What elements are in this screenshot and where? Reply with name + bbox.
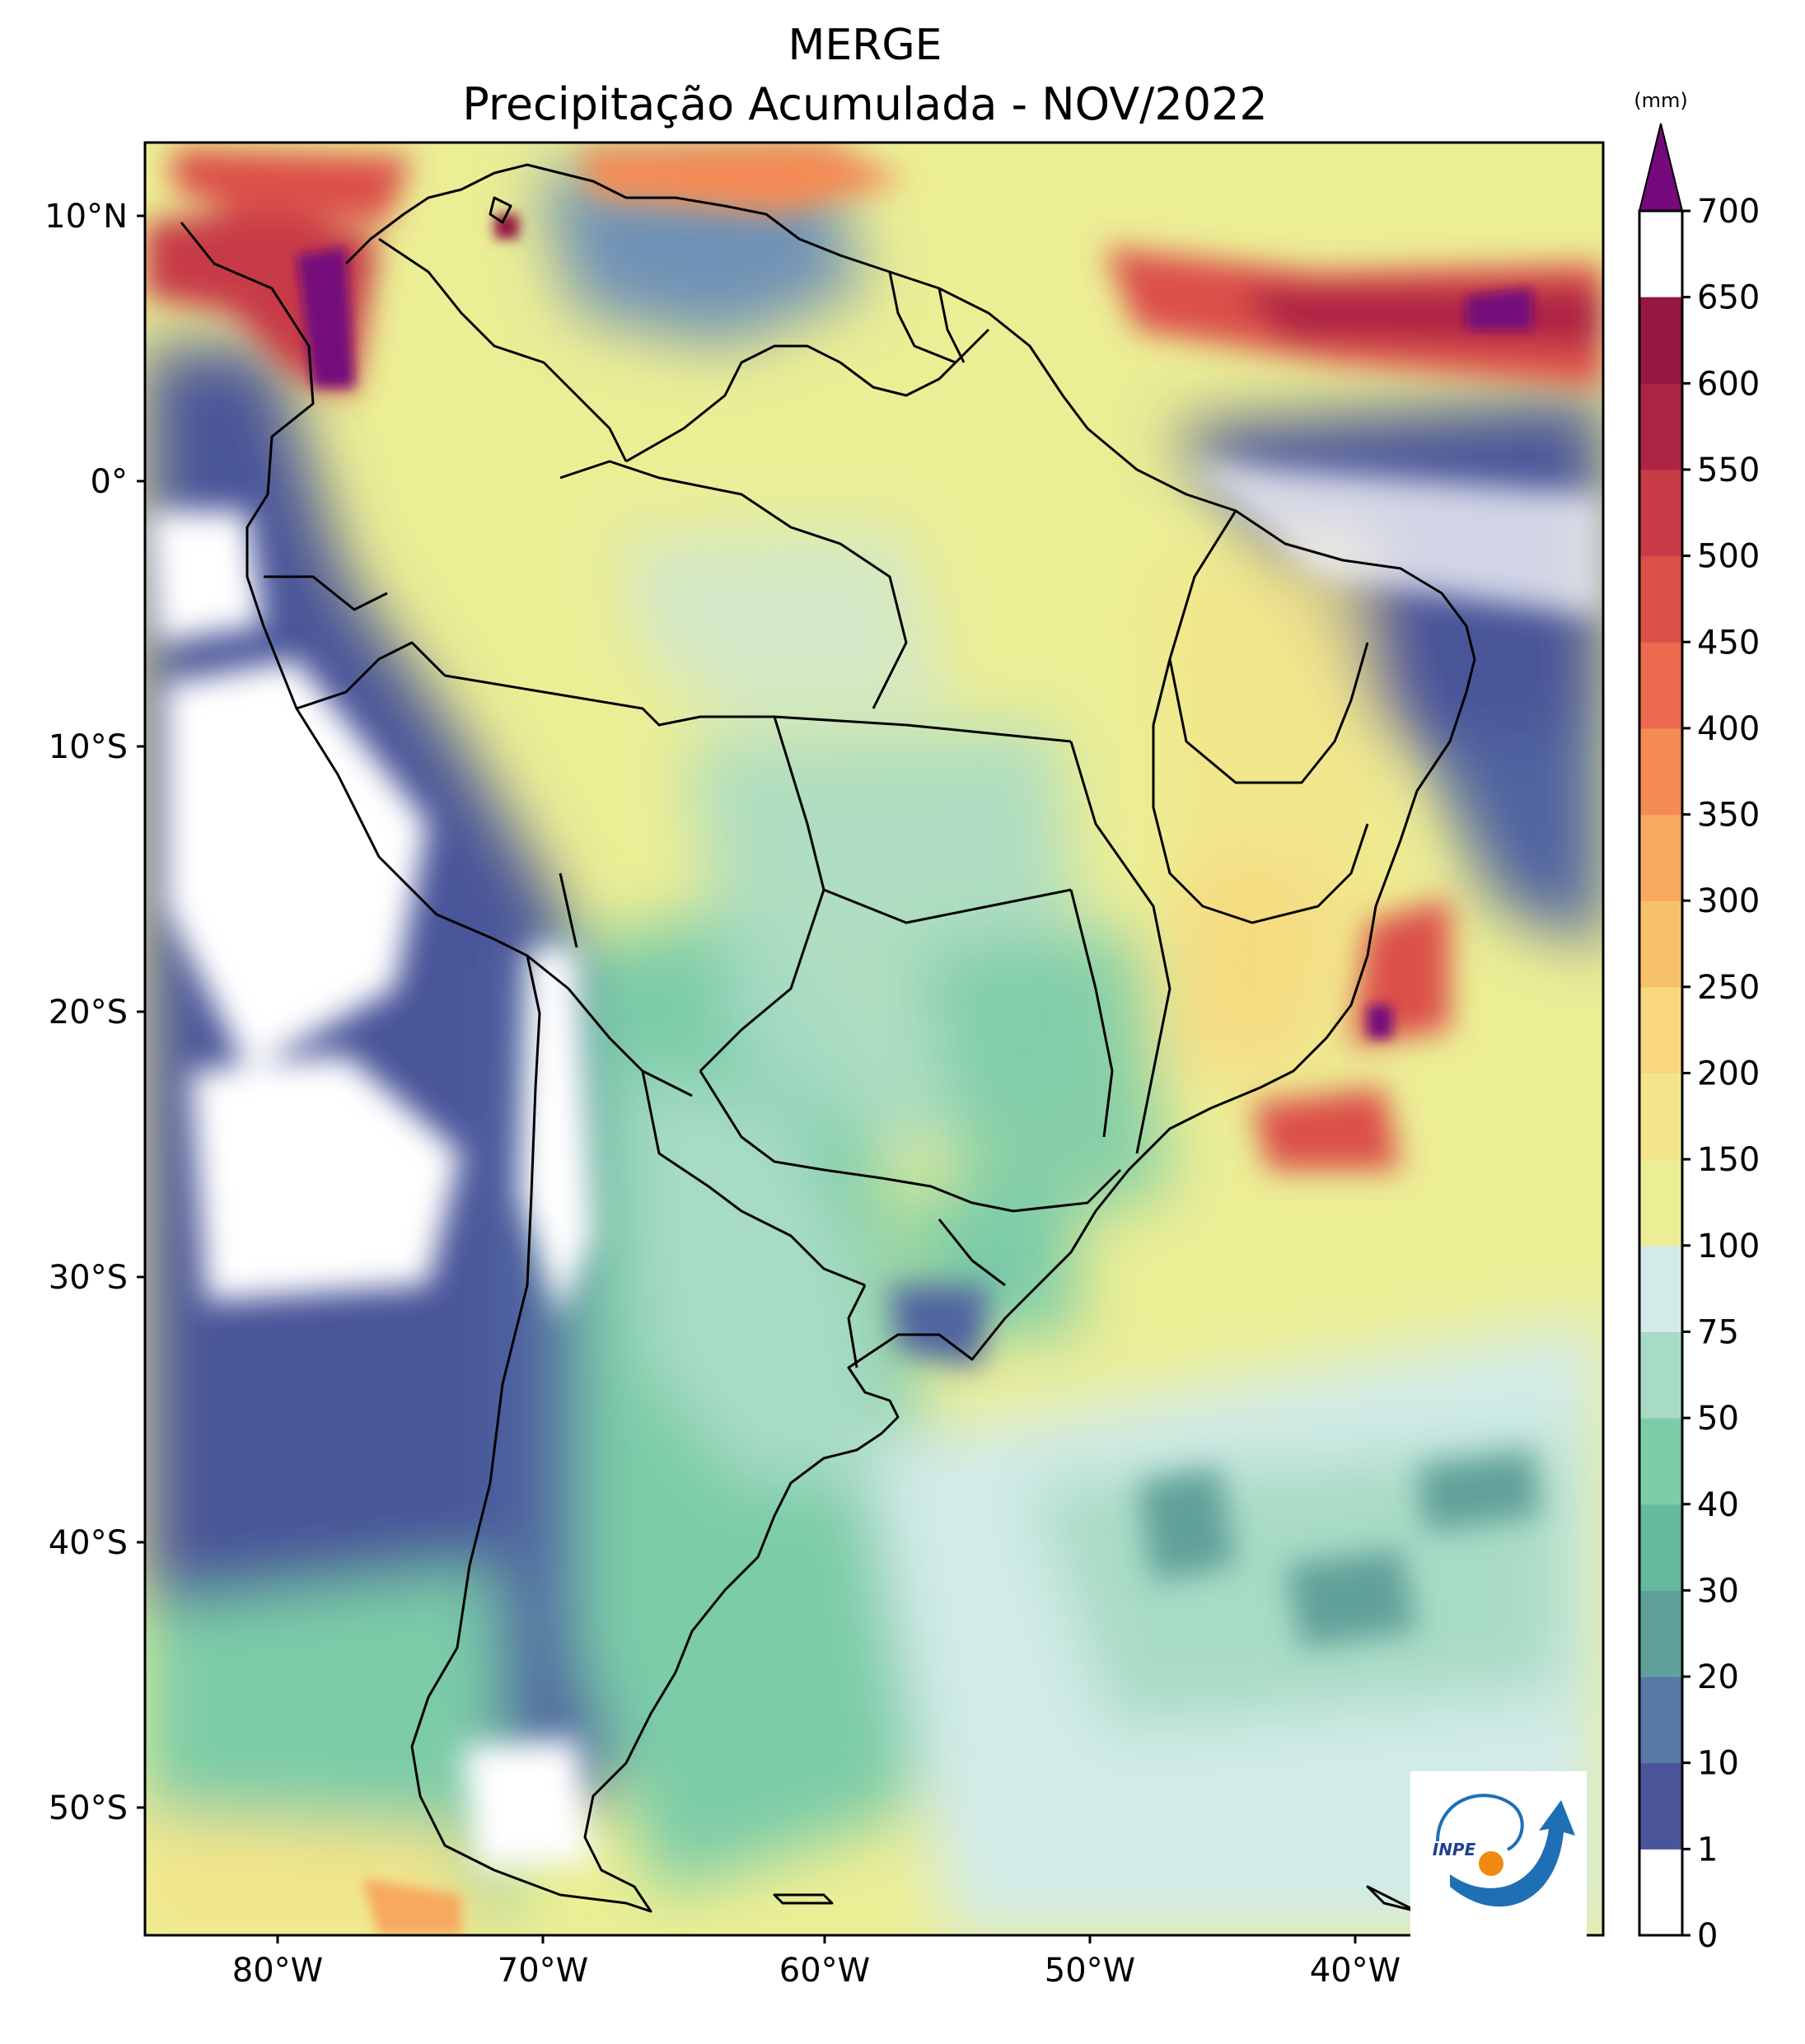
colorbar-tick-label: 0 — [1697, 1917, 1718, 1955]
lat-tick-label: 0° — [91, 463, 128, 501]
colorbar-tick-label: 250 — [1697, 969, 1760, 1007]
colorbar-tick-label: 10 — [1697, 1745, 1739, 1783]
colorbar-segment — [1639, 1762, 1682, 1850]
colorbar-tick-label: 75 — [1697, 1313, 1739, 1351]
colorbar-segment — [1639, 986, 1682, 1073]
figure-subtitle: Precipitação Acumulada - NOV/2022 — [462, 78, 1268, 130]
colorbar-segment — [1639, 297, 1682, 384]
colorbar-tick-label: 200 — [1697, 1055, 1760, 1093]
inpe-logo: INPE — [1410, 1771, 1587, 1944]
lon-tick-label: 40°W — [1310, 1952, 1401, 1990]
colorbar-segment — [1639, 1073, 1682, 1160]
logo-text: INPE — [1433, 1840, 1476, 1859]
colorbar-segment — [1639, 1245, 1682, 1332]
lon-tick-label: 80°W — [232, 1952, 323, 1990]
colorbar-segment — [1639, 900, 1682, 988]
colorbar-tick-label: 20 — [1697, 1658, 1739, 1696]
colorbar-tick-label: 30 — [1697, 1572, 1739, 1610]
colorbar-segment — [1639, 1331, 1682, 1419]
logo-sun-icon — [1479, 1851, 1503, 1876]
colorbar-segment — [1639, 1677, 1682, 1764]
colorbar-tick-label: 550 — [1697, 451, 1760, 489]
logo-arrow-icon — [1450, 1800, 1575, 1907]
lon-tick-label: 50°W — [1045, 1952, 1135, 1990]
colorbar-segment — [1639, 555, 1682, 643]
lat-tick-label: 30°S — [49, 1259, 128, 1297]
colorbar-extend-arrow — [1638, 123, 1684, 212]
colorbar-tick-label: 450 — [1697, 624, 1760, 662]
colorbar-tick-label: 40 — [1697, 1486, 1739, 1524]
colorbar-segment — [1639, 383, 1682, 470]
colorbar-segment — [1639, 1849, 1682, 1936]
colorbar-tick-label: 650 — [1697, 279, 1760, 317]
colorbar-tick-label: 400 — [1697, 710, 1760, 748]
colorbar-segment — [1639, 1590, 1682, 1677]
colorbar-segment — [1639, 642, 1682, 729]
colorbar-unit: (mm) — [1634, 89, 1687, 112]
longitude-axis: 80°W 70°W 60°W 50°W 40°W — [232, 1952, 1401, 1990]
lat-tick-label: 10°S — [49, 728, 128, 766]
colorbar-tick-label: 50 — [1697, 1400, 1739, 1438]
colorbar-tick-label: 500 — [1697, 538, 1760, 576]
colorbar: (mm) 0 1 10 20 30 40 50 75 100 150 200 250 300 350 400… — [1634, 89, 1760, 1955]
colorbar-segment — [1639, 814, 1682, 901]
lat-tick-label: 10°N — [44, 198, 128, 236]
colorbar-segment — [1639, 1418, 1682, 1505]
precipitation-field — [145, 143, 1603, 1935]
colorbar-segment — [1639, 727, 1682, 816]
colorbar-tick-label: 350 — [1697, 797, 1760, 835]
colorbar-tick-label: 700 — [1697, 193, 1760, 231]
lon-tick-label: 60°W — [779, 1952, 870, 1990]
lon-tick-label: 70°W — [498, 1952, 588, 1990]
coastline-borders — [180, 163, 1476, 1913]
latitude-ticks — [137, 214, 145, 1809]
colorbar-tick-label: 300 — [1697, 882, 1760, 920]
figure-title: MERGE — [788, 21, 942, 70]
longitude-ticks — [276, 1935, 1357, 1943]
logo-swirl-icon — [1436, 1794, 1524, 1851]
map-frame — [143, 141, 1605, 1937]
colorbar-segment — [1639, 1159, 1682, 1247]
lat-tick-label: 40°S — [49, 1524, 128, 1562]
colorbar-tick-label: 600 — [1697, 365, 1760, 403]
colorbar-tick-label: 1 — [1697, 1831, 1718, 1869]
colorbar-segment — [1639, 1504, 1682, 1591]
colorbar-segment — [1639, 469, 1682, 557]
colorbar-tick-label: 100 — [1697, 1228, 1760, 1265]
colorbar-segments — [1639, 297, 1682, 1936]
lat-tick-label: 50°S — [49, 1789, 128, 1827]
lat-tick-label: 20°S — [49, 994, 128, 1031]
latitude-axis: 10°N 0° 10°S 20°S 30°S 40°S 50°S — [44, 198, 128, 1827]
colorbar-labels: 0 1 10 20 30 40 50 75 100 150 200 250 300 350 400 450 50… — [1682, 193, 1760, 1955]
colorbar-tick-label: 150 — [1697, 1141, 1760, 1179]
